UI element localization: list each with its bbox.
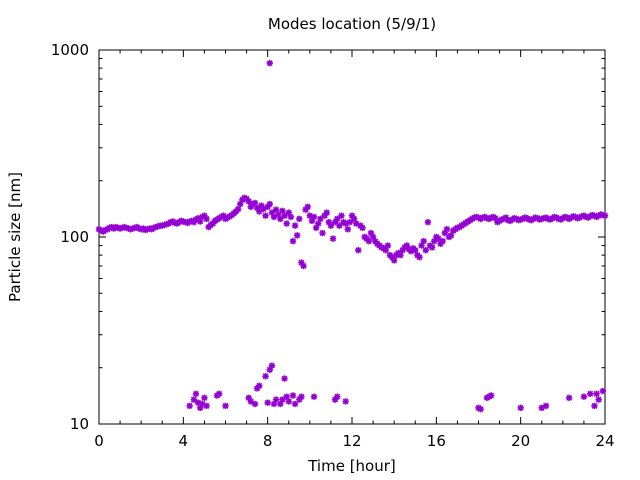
data-point [422,246,429,254]
data-point [344,226,351,233]
data-point [517,404,524,412]
data-point [336,222,343,229]
data-point [186,402,193,410]
data-point [262,373,269,380]
data-point [281,375,288,382]
axis-ticks [98,50,606,425]
data-point [439,237,446,245]
data-point [245,198,252,205]
x-tick-label: 0 [94,432,104,450]
data-point [296,215,303,223]
data-point [234,205,242,213]
data-point [215,390,223,398]
data-point [300,262,307,270]
data-point [565,394,573,402]
x-axis-label: Time [hour] [307,457,396,475]
data-point [293,232,301,239]
data-point [266,59,273,67]
data-point [416,253,423,261]
data-point [365,237,373,245]
data-point [397,251,404,259]
data-point [222,402,229,410]
data-point [390,257,398,264]
data-point [595,396,602,403]
data-point [279,396,286,403]
data-point [192,390,200,398]
data-point [599,387,607,395]
x-tick-label: 4 [179,432,189,450]
data-point [203,215,210,223]
data-point [593,390,600,398]
data-point [384,242,392,249]
x-tick-label: 24 [595,432,614,450]
data-point [338,212,345,219]
data-point [201,394,208,402]
x-tick-labels: 0 4 8 12 16 20 24 [94,432,614,450]
plot-frame [98,49,606,425]
data-point [424,218,432,226]
data-point [591,402,598,410]
data-point [251,199,259,207]
data-point [342,398,349,405]
data-point [304,203,311,211]
data-point [279,207,286,215]
data-point [272,396,280,403]
data-point [420,237,427,245]
x-tick-label: 8 [263,432,273,450]
data-point [310,393,318,400]
data-point [262,212,269,219]
y-axis-label: Particle size [nm] [6,172,24,302]
y-tick-label: 10 [70,415,89,433]
data-point [435,235,442,242]
data-point [367,229,375,237]
y-tick-labels: 10 100 1000 [51,41,89,433]
data-point [542,402,550,410]
data-point [487,392,495,399]
data-point [412,246,419,254]
data-point [587,390,594,398]
data-point [289,392,297,399]
data-point [270,213,278,221]
data-point [268,362,276,369]
x-tick-label: 12 [342,432,361,450]
data-point [287,213,295,221]
data-point [298,393,305,400]
data-point [580,393,588,400]
data-point [477,405,484,413]
chart-title: Modes location (5/9/1) [268,15,436,33]
data-point [190,396,198,403]
data-point [283,220,290,227]
data-point [256,382,263,390]
data-point [323,209,330,216]
data-point [355,246,362,254]
y-tick-label: 1000 [51,41,89,59]
data-point [285,398,292,405]
data-point [359,224,366,231]
data-point [264,399,271,406]
data-point [319,229,326,237]
data-point [203,402,210,410]
data-point [443,226,451,233]
data-points [95,59,609,413]
data-point [428,244,436,251]
data-point [281,212,288,219]
x-tick-label: 16 [427,432,446,450]
data-point [601,212,609,219]
y-tick-label: 100 [60,228,89,246]
data-point [266,200,273,208]
data-point [334,393,341,400]
x-tick-label: 20 [511,432,530,450]
data-point [310,213,318,221]
data-point [291,400,299,408]
data-point [251,400,259,408]
data-point [329,235,337,242]
data-point [291,222,299,229]
data-point [289,237,297,245]
